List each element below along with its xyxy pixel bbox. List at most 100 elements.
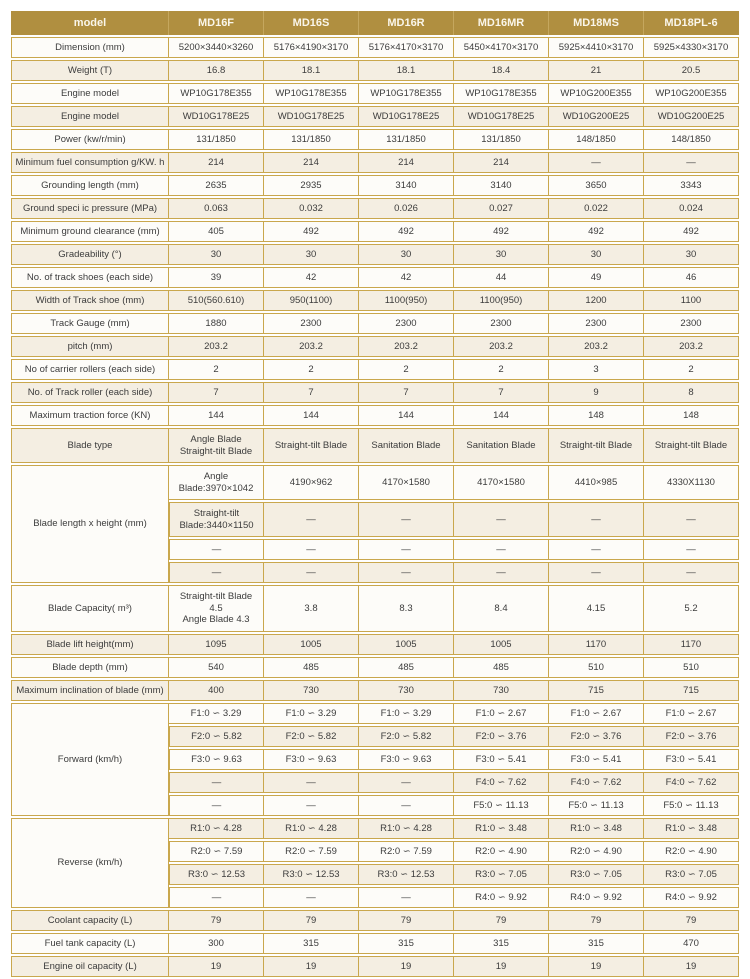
spec-subrow: Forward (km/h) F1:0 ∽ 3.29 F1:0 ∽ 3.29 F1:0… [11, 703, 739, 816]
spec-cell: 46 [644, 267, 739, 288]
spec-cell: F2:0 ∽ 5.82 [264, 726, 359, 747]
spec-cell: 3650 [549, 175, 644, 196]
model-column-header: MD18PL-6 [644, 11, 739, 35]
spec-cell: 8.4 [454, 585, 549, 632]
spec-cell: 39 [169, 267, 264, 288]
spec-cell: 148 [644, 405, 739, 426]
model-column-header: MD16F [169, 11, 264, 35]
row-label: No. of Track roller (each side) [11, 382, 169, 403]
spec-cell: — [454, 539, 549, 560]
spec-row: Dimension (mm) 5200×3440×3260 5176×4190×31… [11, 37, 739, 58]
spec-cell: 18.1 [264, 60, 359, 81]
spec-subrow: R2:0 ∽ 7.59 R2:0 ∽ 7.59 R2:0 ∽ 7.59 R2:0 ∽ … [11, 841, 739, 862]
spec-cell: — [264, 772, 359, 793]
row-group-label: Blade length x height (mm) [11, 465, 169, 583]
spec-cell: 315 [454, 933, 549, 954]
spec-cell: 30 [549, 244, 644, 265]
spec-row: Minimum fuel consumption g/KW. h 214 214 21… [11, 152, 739, 173]
spec-row: pitch (mm) 203.2 203.2 203.2 203.2 203.2 203.2 [11, 336, 739, 357]
model-header-row: model MD16F MD16S MD16R MD16MR MD18MS MD18PL-6 [11, 11, 739, 35]
model-column-header: MD16S [264, 11, 359, 35]
spec-cell: R1:0 ∽ 4.28 [264, 818, 359, 839]
spec-cell: 715 [549, 680, 644, 701]
spec-cell: 19 [644, 956, 739, 977]
spec-cell: 730 [454, 680, 549, 701]
spec-cell: 42 [264, 267, 359, 288]
spec-row: Blade Capacity( m³) Straight-tilt Blade 4… [11, 585, 739, 632]
row-label: Ground speci ic pressure (MPa) [11, 198, 169, 219]
spec-cell: WD10G178E25 [359, 106, 454, 127]
spec-cell: F2:0 ∽ 5.82 [359, 726, 454, 747]
spec-cell: F3:0 ∽ 5.41 [549, 749, 644, 770]
row-label: Power (kw/r/min) [11, 129, 169, 150]
spec-cell: 4190×962 [264, 465, 359, 500]
spec-cell: 203.2 [264, 336, 359, 357]
spec-cell: 7 [169, 382, 264, 403]
spec-cell: — [454, 502, 549, 537]
spec-cell: 18.1 [359, 60, 454, 81]
spec-cell: WD10G178E25 [264, 106, 359, 127]
spec-cell: 0.063 [169, 198, 264, 219]
spec-row: No. of track shoes (each side) 39 42 42 44 49… [11, 267, 739, 288]
spec-cell: 492 [359, 221, 454, 242]
spec-cell: F2:0 ∽ 3.76 [454, 726, 549, 747]
spec-cell: 30 [454, 244, 549, 265]
spec-row: Maximum traction force (KN) 144 144 144 144 1… [11, 405, 739, 426]
spec-cell: R1:0 ∽ 3.48 [454, 818, 549, 839]
spec-cell: 492 [644, 221, 739, 242]
spec-cell: 2635 [169, 175, 264, 196]
spec-cell: F2:0 ∽ 3.76 [549, 726, 644, 747]
spec-cell: — [359, 539, 454, 560]
spec-row: No. of Track roller (each side) 7 7 7 7 9 8 [11, 382, 739, 403]
spec-cell: 0.022 [549, 198, 644, 219]
spec-cell: 3343 [644, 175, 739, 196]
spec-row: Engine model WD10G178E25 WD10G178E25 WD10G1… [11, 106, 739, 127]
spec-cell: 148/1850 [549, 129, 644, 150]
spec-cell: 2 [454, 359, 549, 380]
spec-cell: R2:0 ∽ 7.59 [264, 841, 359, 862]
spec-cell: 1005 [454, 634, 549, 655]
spec-cell: 2300 [264, 313, 359, 334]
spec-cell: F1:0 ∽ 3.29 [264, 703, 359, 724]
spec-row: Coolant capacity (L) 79 79 79 79 79 79 [11, 910, 739, 931]
row-label: Dimension (mm) [11, 37, 169, 58]
spec-cell: WP10G178E355 [264, 83, 359, 104]
spec-cell: 1200 [549, 290, 644, 311]
spec-cell: WD10G178E25 [454, 106, 549, 127]
spec-cell: 30 [264, 244, 359, 265]
spec-cell: 19 [359, 956, 454, 977]
spec-cell: 214 [454, 152, 549, 173]
spec-cell: WD10G200E25 [644, 106, 739, 127]
spec-cell: 3 [549, 359, 644, 380]
spec-cell: 2935 [264, 175, 359, 196]
spec-cell: WP10G178E355 [359, 83, 454, 104]
spec-cell: 203.2 [644, 336, 739, 357]
row-label: Blade lift height(mm) [11, 634, 169, 655]
row-label: pitch (mm) [11, 336, 169, 357]
spec-cell: 2 [644, 359, 739, 380]
spec-cell: 492 [454, 221, 549, 242]
spec-cell: Sanitation Blade [359, 428, 454, 463]
spec-cell: 510 [549, 657, 644, 678]
spec-cell: 203.2 [549, 336, 644, 357]
spec-table-body: Dimension (mm) 5200×3440×3260 5176×4190×31… [11, 37, 739, 977]
spec-row: Blade type Angle Blade Straight-tilt Blad… [11, 428, 739, 463]
spec-row: Blade lift height(mm) 1095 1005 1005 1005 117… [11, 634, 739, 655]
spec-cell: — [454, 562, 549, 583]
spec-cell: 730 [359, 680, 454, 701]
spec-cell: Straight-tilt Blade [264, 428, 359, 463]
spec-cell: 9 [549, 382, 644, 403]
spec-row: Weight (T) 16.8 18.1 18.1 18.4 21 20.5 [11, 60, 739, 81]
spec-cell: 3140 [454, 175, 549, 196]
spec-cell: 3140 [359, 175, 454, 196]
spec-cell: 144 [359, 405, 454, 426]
spec-subrow: — — — — — — [11, 562, 739, 583]
spec-cell: 1005 [359, 634, 454, 655]
spec-cell: Straight-tilt Blade:3440×1150 [169, 502, 264, 537]
spec-row: Ground speci ic pressure (MPa) 0.063 0.032… [11, 198, 739, 219]
spec-row: No of carrier rollers (each side) 2 2 2 2 3 2 [11, 359, 739, 380]
spec-cell: F3:0 ∽ 9.63 [264, 749, 359, 770]
row-label: Minimum ground clearance (mm) [11, 221, 169, 242]
spec-cell: R2:0 ∽ 4.90 [454, 841, 549, 862]
